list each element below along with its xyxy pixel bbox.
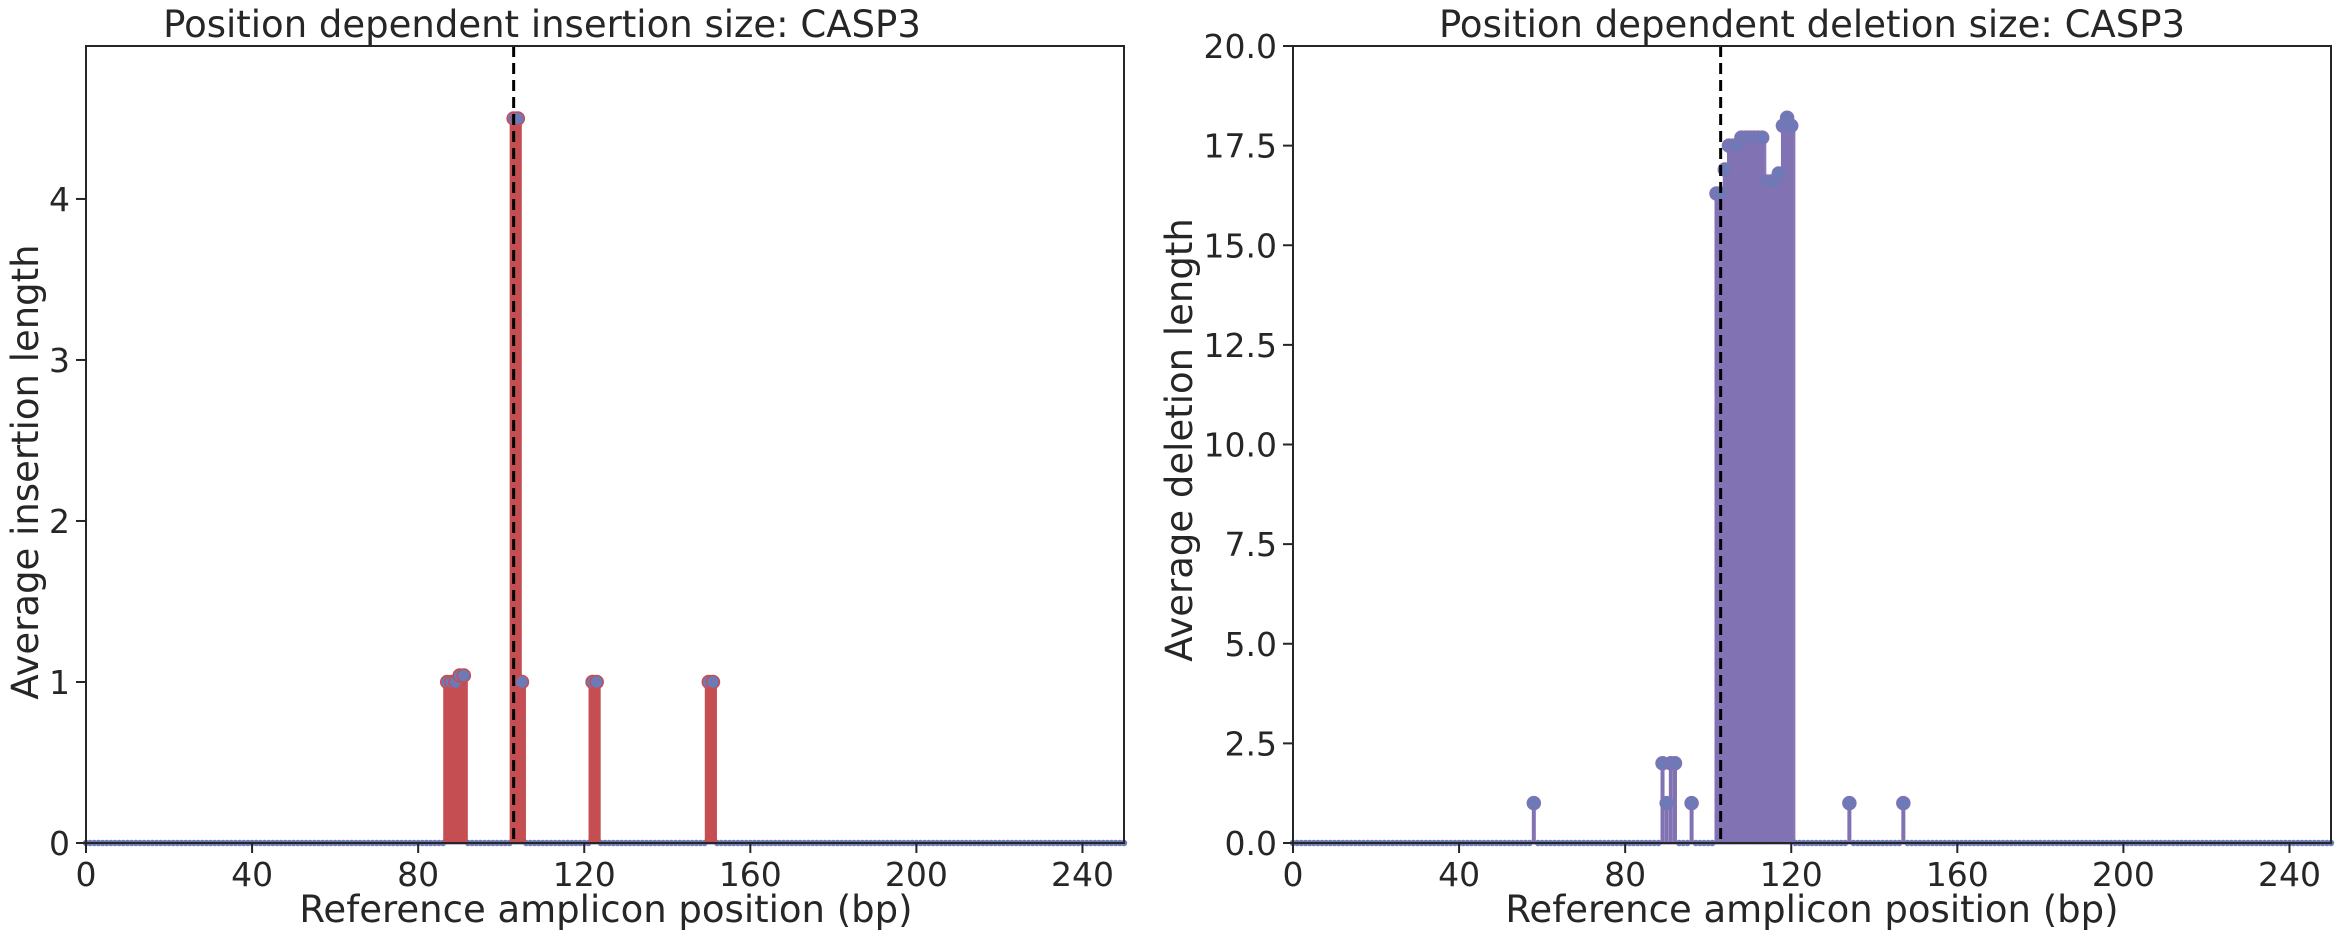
deletion-point bbox=[1667, 756, 1683, 771]
insertion-y-tick-label: 3 bbox=[49, 341, 70, 380]
insertion-x-axis-label: Reference amplicon position (bp) bbox=[299, 888, 912, 931]
deletion-point bbox=[1684, 795, 1699, 811]
insertion-x-tick-label: 160 bbox=[719, 855, 782, 894]
insertion-panel: Position dependent insertion size: CASP3… bbox=[4, 3, 1128, 931]
deletion-point bbox=[1754, 130, 1770, 145]
deletion-x-tick-label: 40 bbox=[1438, 855, 1480, 894]
deletion-point bbox=[1842, 795, 1857, 811]
insertion-x-tick-label: 200 bbox=[885, 855, 948, 894]
deletion-x-tick-label: 0 bbox=[1283, 855, 1304, 894]
deletion-y-tick-label: 7.5 bbox=[1225, 525, 1277, 564]
insertion-point bbox=[456, 668, 472, 683]
deletion-chart-title: Position dependent deletion size: CASP3 bbox=[1439, 3, 2185, 46]
insertion-y-tick-label: 1 bbox=[49, 663, 70, 702]
deletion-point bbox=[1659, 795, 1674, 811]
insertion-chart-title: Position dependent insertion size: CASP3 bbox=[163, 3, 921, 46]
insertion-y-ticks: 0 1 2 3 4 bbox=[49, 180, 86, 863]
insertion-point bbox=[589, 674, 604, 690]
deletion-y-ticks: 0.0 2.5 5.0 7.5 10.0 12.5 15.0 17.5 20.0 bbox=[1204, 27, 1293, 863]
deletion-point bbox=[1783, 118, 1799, 133]
deletion-panel: Position dependent deletion size: CASP3 … bbox=[1158, 3, 2335, 931]
deletion-y-tick-label: 0.0 bbox=[1225, 824, 1277, 863]
deletion-point bbox=[1526, 795, 1542, 811]
deletion-marks bbox=[1289, 46, 2335, 847]
deletion-y-tick-label: 10.0 bbox=[1204, 426, 1277, 465]
deletion-y-tick-label: 2.5 bbox=[1225, 724, 1277, 763]
insertion-marks bbox=[82, 46, 1128, 847]
insertion-point bbox=[705, 674, 721, 690]
deletion-y-tick-label: 15.0 bbox=[1204, 226, 1277, 265]
insertion-point bbox=[514, 674, 530, 690]
deletion-x-tick-label: 160 bbox=[1926, 855, 1989, 894]
insertion-x-tick-label: 0 bbox=[76, 855, 97, 894]
deletion-y-axis-label: Average deletion length bbox=[1158, 218, 1201, 662]
deletion-y-tick-label: 17.5 bbox=[1204, 127, 1277, 166]
insertion-axes-frame bbox=[85, 45, 1125, 844]
insertion-x-tick-label: 240 bbox=[1051, 855, 1114, 894]
deletion-y-tick-label: 20.0 bbox=[1204, 27, 1277, 66]
insertion-x-ticks: 0 40 80 120 160 200 240 bbox=[76, 843, 1114, 894]
deletion-y-tick-label: 12.5 bbox=[1204, 326, 1277, 365]
deletion-x-ticks: 0 40 80 120 160 200 240 bbox=[1283, 843, 2321, 894]
insertion-x-tick-label: 40 bbox=[231, 855, 273, 894]
deletion-x-tick-label: 200 bbox=[2092, 855, 2155, 894]
insertion-x-tick-label: 80 bbox=[397, 855, 439, 894]
deletion-x-tick-label: 240 bbox=[2258, 855, 2321, 894]
deletion-axes-frame bbox=[1292, 45, 2332, 844]
insertion-x-tick-label: 120 bbox=[553, 855, 616, 894]
insertion-y-tick-label: 0 bbox=[49, 824, 70, 863]
insertion-y-tick-label: 4 bbox=[49, 180, 70, 219]
deletion-point bbox=[1771, 166, 1787, 181]
deletion-x-axis-label: Reference amplicon position (bp) bbox=[1505, 888, 2118, 931]
insertion-y-tick-label: 2 bbox=[49, 502, 70, 541]
deletion-x-tick-label: 120 bbox=[1760, 855, 1823, 894]
insertion-y-axis-label: Average insertion length bbox=[4, 244, 47, 699]
deletion-y-tick-label: 5.0 bbox=[1225, 625, 1277, 664]
deletion-x-tick-label: 80 bbox=[1604, 855, 1646, 894]
deletion-point bbox=[1896, 795, 1911, 811]
